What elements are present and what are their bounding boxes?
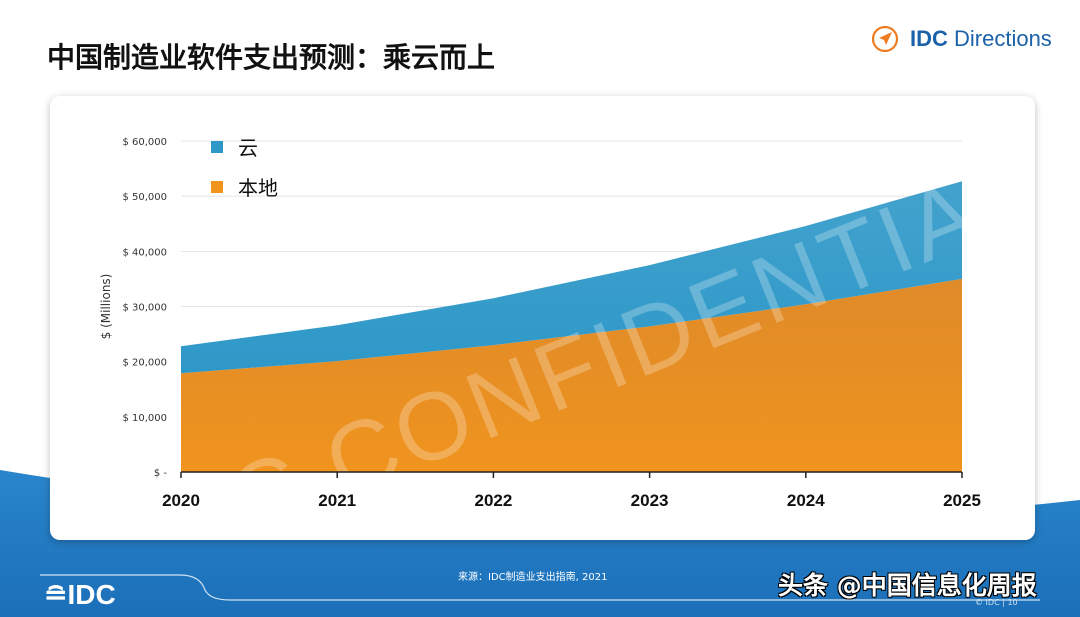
compass-arrow-icon (871, 25, 899, 53)
y-tick-label: $ 60,000 (122, 137, 167, 148)
idc-directions-logo: IDC Directions (870, 24, 1052, 54)
x-tick-label: 2021 (318, 491, 356, 510)
area-on-premise (181, 278, 962, 472)
page-number: © IDC | 10 (975, 598, 1018, 607)
source-note: 来源：IDC制造业支出指南, 2021 (458, 572, 608, 583)
x-tick-label: 2023 (631, 491, 669, 510)
y-tick-label: $ - (154, 468, 168, 479)
footer-line (40, 574, 1040, 601)
x-tick-label: 2020 (162, 491, 200, 510)
y-axis-label: $ (Millions) (99, 274, 113, 340)
page-title: 中国制造业软件支出预测：乘云而上 (47, 41, 496, 74)
area-cloud (181, 181, 962, 374)
brand-name: IDC Directions (910, 26, 1052, 51)
legend-label: 云 (238, 136, 258, 160)
toutiao-watermark: 头条 @中国信息化周报 (778, 571, 1037, 600)
y-tick-label: $ 40,000 (122, 247, 167, 258)
y-tick-label: $ 10,000 (122, 413, 167, 424)
x-tick-label: 2022 (474, 491, 512, 510)
y-tick-label: $ 50,000 (122, 192, 167, 203)
stacked-area-chart: $ - $ 10,000 $ 20,000 $ 30,000 $ 40,000 $ 50,… (99, 136, 1035, 540)
chart-card: $ - $ 10,000 $ 20,000 $ 30,000 $ 40,000 $ 50,… (50, 96, 1035, 540)
legend-label: 本地 (238, 176, 278, 200)
x-tick-label: 2024 (787, 491, 825, 510)
legend-swatch (211, 141, 223, 153)
idc-footer-logo: ≘IDC (44, 579, 116, 610)
x-tick-label: 2025 (943, 491, 981, 510)
y-tick-label: $ 30,000 (122, 303, 167, 314)
y-tick-label: $ 20,000 (122, 358, 167, 369)
legend-swatch (211, 181, 223, 193)
